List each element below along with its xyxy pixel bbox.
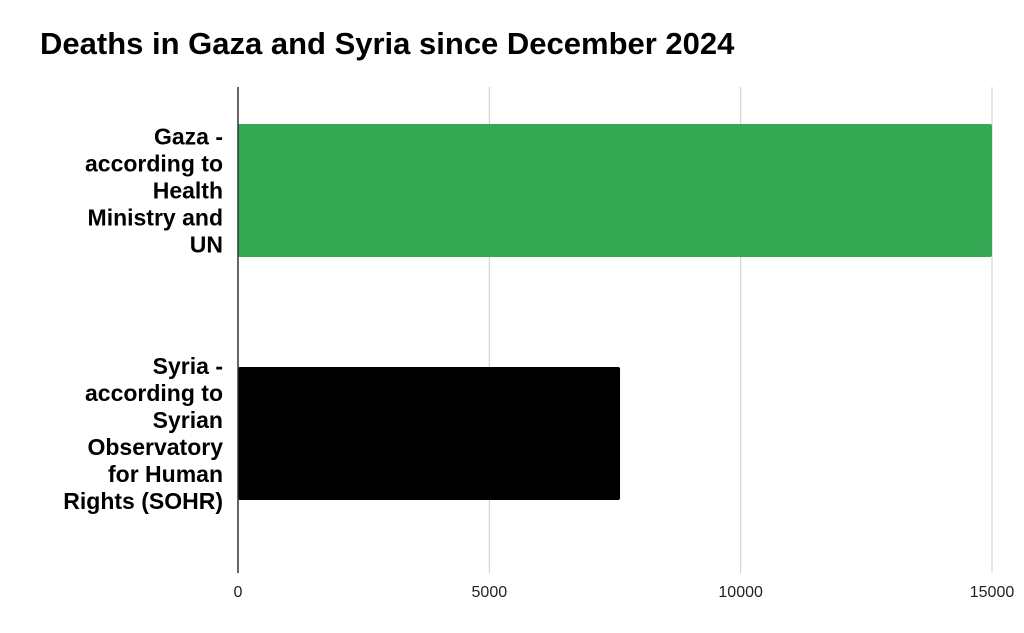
x-tick-label: 5000 xyxy=(472,584,508,601)
x-tick-label: 10000 xyxy=(718,584,763,601)
x-tick-labels: 0 5000 10000 15000 xyxy=(234,584,1015,601)
bar-syria xyxy=(238,367,621,500)
category-label-gaza: Gaza -according to Health Ministry and UN xyxy=(85,124,223,258)
bar-gaza xyxy=(238,124,992,257)
bars xyxy=(238,124,992,500)
x-tick-label: 15000 xyxy=(970,584,1015,601)
category-labels: Gaza -according to Health Ministry and UN Sy… xyxy=(63,124,223,515)
x-tick-label: 0 xyxy=(234,584,243,601)
category-label-syria: Syria -according to Syrian Observatory for … xyxy=(63,353,223,514)
chart-title: Deaths in Gaza and Syria since December … xyxy=(40,26,735,61)
